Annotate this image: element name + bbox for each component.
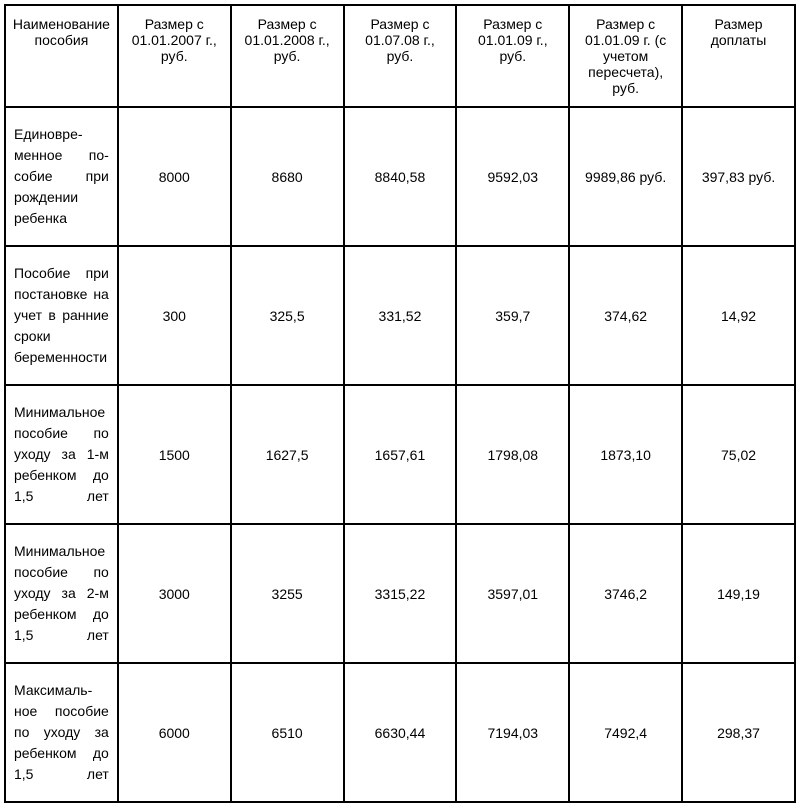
cell-value: 9989,86 руб.	[569, 107, 682, 246]
row-label: Максималь­ное посо­бие по уходу за ребен…	[5, 663, 118, 802]
cell-value: 9592,03	[456, 107, 569, 246]
cell-value: 75,02	[682, 385, 795, 524]
cell-value: 300	[118, 246, 231, 385]
table-header-row: Наимено­вание пособия Размер с 01.01.200…	[5, 5, 795, 107]
table-body: Единовре­менное по­собие при рождении ре…	[5, 107, 795, 802]
cell-value: 1873,10	[569, 385, 682, 524]
row-label: Минималь­ное посо­бие по уходу за 2-м ре…	[5, 524, 118, 663]
cell-value: 3746,2	[569, 524, 682, 663]
cell-value: 6510	[231, 663, 344, 802]
cell-value: 325,5	[231, 246, 344, 385]
col-header-surcharge: Размер доплаты	[682, 5, 795, 107]
cell-value: 374,62	[569, 246, 682, 385]
col-header-name: Наимено­вание пособия	[5, 5, 118, 107]
cell-value: 359,7	[456, 246, 569, 385]
table-row: Минималь­ное пособие по уходу за 1-м реб…	[5, 385, 795, 524]
cell-value: 1798,08	[456, 385, 569, 524]
cell-value: 331,52	[344, 246, 457, 385]
table-row: Минималь­ное посо­бие по уходу за 2-м ре…	[5, 524, 795, 663]
table-row: Максималь­ное посо­бие по уходу за ребен…	[5, 663, 795, 802]
cell-value: 7194,03	[456, 663, 569, 802]
cell-value: 1657,61	[344, 385, 457, 524]
col-header-0109-recalc: Размер с 01.01.09 г. (с учетом пересчета…	[569, 5, 682, 107]
cell-value: 3315,22	[344, 524, 457, 663]
cell-value: 3000	[118, 524, 231, 663]
cell-value: 8840,58	[344, 107, 457, 246]
cell-value: 7492,4	[569, 663, 682, 802]
benefits-table: Наимено­вание пособия Размер с 01.01.200…	[4, 4, 796, 803]
cell-value: 1627,5	[231, 385, 344, 524]
cell-value: 14,92	[682, 246, 795, 385]
cell-value: 6630,44	[344, 663, 457, 802]
col-header-0708: Размер с 01.07.08 г., руб.	[344, 5, 457, 107]
cell-value: 3597,01	[456, 524, 569, 663]
cell-value: 1500	[118, 385, 231, 524]
cell-value: 8000	[118, 107, 231, 246]
row-label: Единовре­менное по­собие при рождении ре…	[5, 107, 118, 246]
row-label: Пособие при постановке на учет в ранние …	[5, 246, 118, 385]
row-label: Минималь­ное пособие по уходу за 1-м реб…	[5, 385, 118, 524]
cell-value: 8680	[231, 107, 344, 246]
cell-value: 298,37	[682, 663, 795, 802]
col-header-2007: Размер с 01.01.2007 г., руб.	[118, 5, 231, 107]
col-header-0109: Размер с 01.01.09 г., руб.	[456, 5, 569, 107]
table-row: Пособие при постановке на учет в ранние …	[5, 246, 795, 385]
table-row: Единовре­менное по­собие при рождении ре…	[5, 107, 795, 246]
col-header-2008: Размер с 01.01.2008 г., руб.	[231, 5, 344, 107]
cell-value: 397,83 руб.	[682, 107, 795, 246]
cell-value: 149,19	[682, 524, 795, 663]
cell-value: 6000	[118, 663, 231, 802]
cell-value: 3255	[231, 524, 344, 663]
